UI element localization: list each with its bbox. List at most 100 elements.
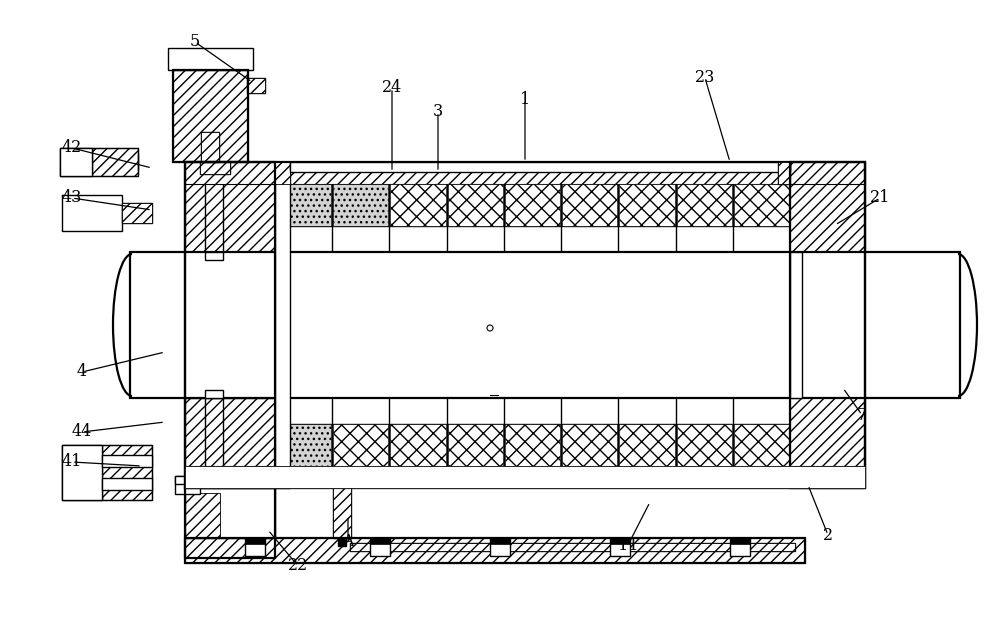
Text: 3: 3 bbox=[433, 104, 443, 121]
Text: 43: 43 bbox=[62, 189, 82, 206]
Bar bbox=[275, 162, 290, 184]
Bar bbox=[102, 478, 152, 490]
Bar bbox=[802, 264, 865, 386]
Text: A: A bbox=[342, 534, 354, 551]
Bar bbox=[201, 132, 219, 162]
Bar bbox=[778, 162, 790, 184]
Bar bbox=[185, 488, 275, 538]
Bar bbox=[200, 162, 230, 174]
Bar bbox=[448, 424, 503, 466]
Bar bbox=[734, 424, 789, 466]
Circle shape bbox=[487, 325, 493, 331]
Bar bbox=[185, 466, 865, 488]
Bar bbox=[62, 195, 122, 231]
Bar bbox=[185, 252, 275, 398]
Bar bbox=[205, 252, 223, 260]
Bar bbox=[350, 543, 795, 551]
Bar bbox=[490, 538, 510, 556]
Bar bbox=[185, 466, 865, 488]
Bar bbox=[175, 476, 200, 494]
Bar bbox=[173, 70, 248, 162]
Bar bbox=[205, 390, 223, 398]
Bar bbox=[185, 162, 275, 488]
Bar bbox=[185, 538, 805, 563]
Bar bbox=[790, 162, 865, 488]
Text: 22: 22 bbox=[288, 558, 308, 574]
Bar bbox=[62, 445, 152, 500]
Bar bbox=[505, 424, 560, 466]
Text: 44: 44 bbox=[72, 424, 92, 441]
Text: 41: 41 bbox=[62, 454, 82, 471]
Bar bbox=[130, 252, 960, 398]
Bar bbox=[333, 488, 351, 538]
Bar bbox=[350, 543, 795, 551]
Bar bbox=[730, 538, 750, 556]
Bar bbox=[60, 148, 138, 176]
Bar bbox=[562, 184, 617, 226]
Bar bbox=[734, 184, 789, 226]
Text: 11: 11 bbox=[618, 536, 638, 554]
Bar bbox=[247, 78, 265, 93]
Bar bbox=[610, 538, 630, 544]
Bar bbox=[60, 148, 92, 176]
Bar bbox=[333, 488, 351, 538]
Bar bbox=[677, 424, 732, 466]
Bar bbox=[730, 538, 750, 544]
Bar bbox=[333, 184, 388, 226]
Bar bbox=[245, 538, 265, 556]
Text: 7: 7 bbox=[857, 406, 867, 424]
Bar bbox=[390, 184, 446, 226]
Bar bbox=[62, 445, 152, 500]
Bar bbox=[505, 184, 560, 226]
Bar bbox=[290, 162, 790, 170]
Bar bbox=[370, 538, 390, 544]
Bar bbox=[200, 162, 230, 174]
Text: 23: 23 bbox=[695, 69, 715, 86]
Bar bbox=[60, 148, 138, 176]
Bar bbox=[610, 538, 630, 556]
Bar bbox=[276, 184, 331, 226]
Bar bbox=[185, 538, 805, 563]
Bar bbox=[390, 424, 446, 466]
Bar bbox=[338, 538, 346, 546]
Bar bbox=[185, 488, 275, 538]
Text: 5: 5 bbox=[190, 34, 200, 51]
Bar bbox=[562, 424, 617, 466]
Bar bbox=[619, 424, 675, 466]
Bar bbox=[290, 162, 790, 170]
Bar bbox=[290, 162, 790, 172]
Bar bbox=[185, 162, 865, 488]
Bar bbox=[185, 162, 865, 184]
Bar bbox=[102, 455, 152, 467]
Text: 2: 2 bbox=[823, 526, 833, 544]
Bar bbox=[168, 48, 253, 70]
Bar bbox=[185, 252, 275, 398]
Bar bbox=[333, 424, 388, 466]
Bar bbox=[201, 132, 219, 162]
Bar bbox=[122, 203, 152, 223]
Bar bbox=[275, 466, 290, 488]
Bar bbox=[245, 538, 265, 544]
Bar bbox=[778, 162, 790, 184]
Bar bbox=[490, 538, 510, 544]
Bar bbox=[276, 424, 331, 466]
Bar bbox=[175, 476, 200, 484]
Bar bbox=[790, 162, 865, 488]
Bar bbox=[370, 538, 390, 556]
Bar bbox=[677, 184, 732, 226]
Bar bbox=[185, 162, 275, 488]
Text: 24: 24 bbox=[382, 79, 402, 96]
Bar bbox=[62, 445, 102, 500]
Bar bbox=[185, 488, 275, 558]
Bar bbox=[122, 203, 152, 223]
Bar bbox=[185, 493, 220, 538]
Bar bbox=[185, 488, 275, 558]
Bar bbox=[173, 70, 248, 162]
Bar bbox=[448, 184, 503, 226]
Bar bbox=[247, 78, 265, 93]
Text: 4: 4 bbox=[77, 364, 87, 381]
Bar bbox=[619, 184, 675, 226]
Text: 1: 1 bbox=[520, 91, 530, 109]
Bar bbox=[275, 162, 290, 488]
Text: 42: 42 bbox=[62, 139, 82, 156]
